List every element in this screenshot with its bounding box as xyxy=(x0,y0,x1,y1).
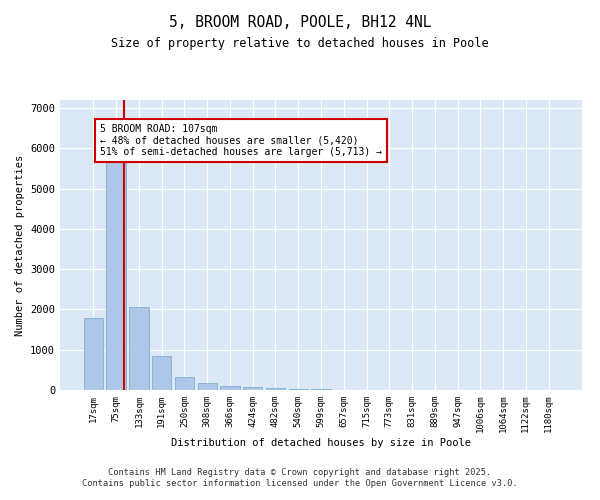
Bar xyxy=(289,389,308,390)
Bar xyxy=(84,318,103,390)
Bar xyxy=(129,306,149,390)
Bar xyxy=(152,356,172,390)
Text: 5, BROOM ROAD, POOLE, BH12 4NL: 5, BROOM ROAD, POOLE, BH12 4NL xyxy=(169,15,431,30)
Text: Contains HM Land Registry data © Crown copyright and database right 2025.
Contai: Contains HM Land Registry data © Crown c… xyxy=(82,468,518,487)
Bar xyxy=(106,152,126,390)
Bar xyxy=(220,386,239,390)
Bar xyxy=(243,387,262,390)
Y-axis label: Number of detached properties: Number of detached properties xyxy=(14,154,25,336)
Bar xyxy=(175,376,194,390)
Text: 5 BROOM ROAD: 107sqm
← 48% of detached houses are smaller (5,420)
51% of semi-de: 5 BROOM ROAD: 107sqm ← 48% of detached h… xyxy=(100,124,382,158)
Bar xyxy=(266,388,285,390)
X-axis label: Distribution of detached houses by size in Poole: Distribution of detached houses by size … xyxy=(171,438,471,448)
Bar xyxy=(197,382,217,390)
Text: Size of property relative to detached houses in Poole: Size of property relative to detached ho… xyxy=(111,38,489,51)
